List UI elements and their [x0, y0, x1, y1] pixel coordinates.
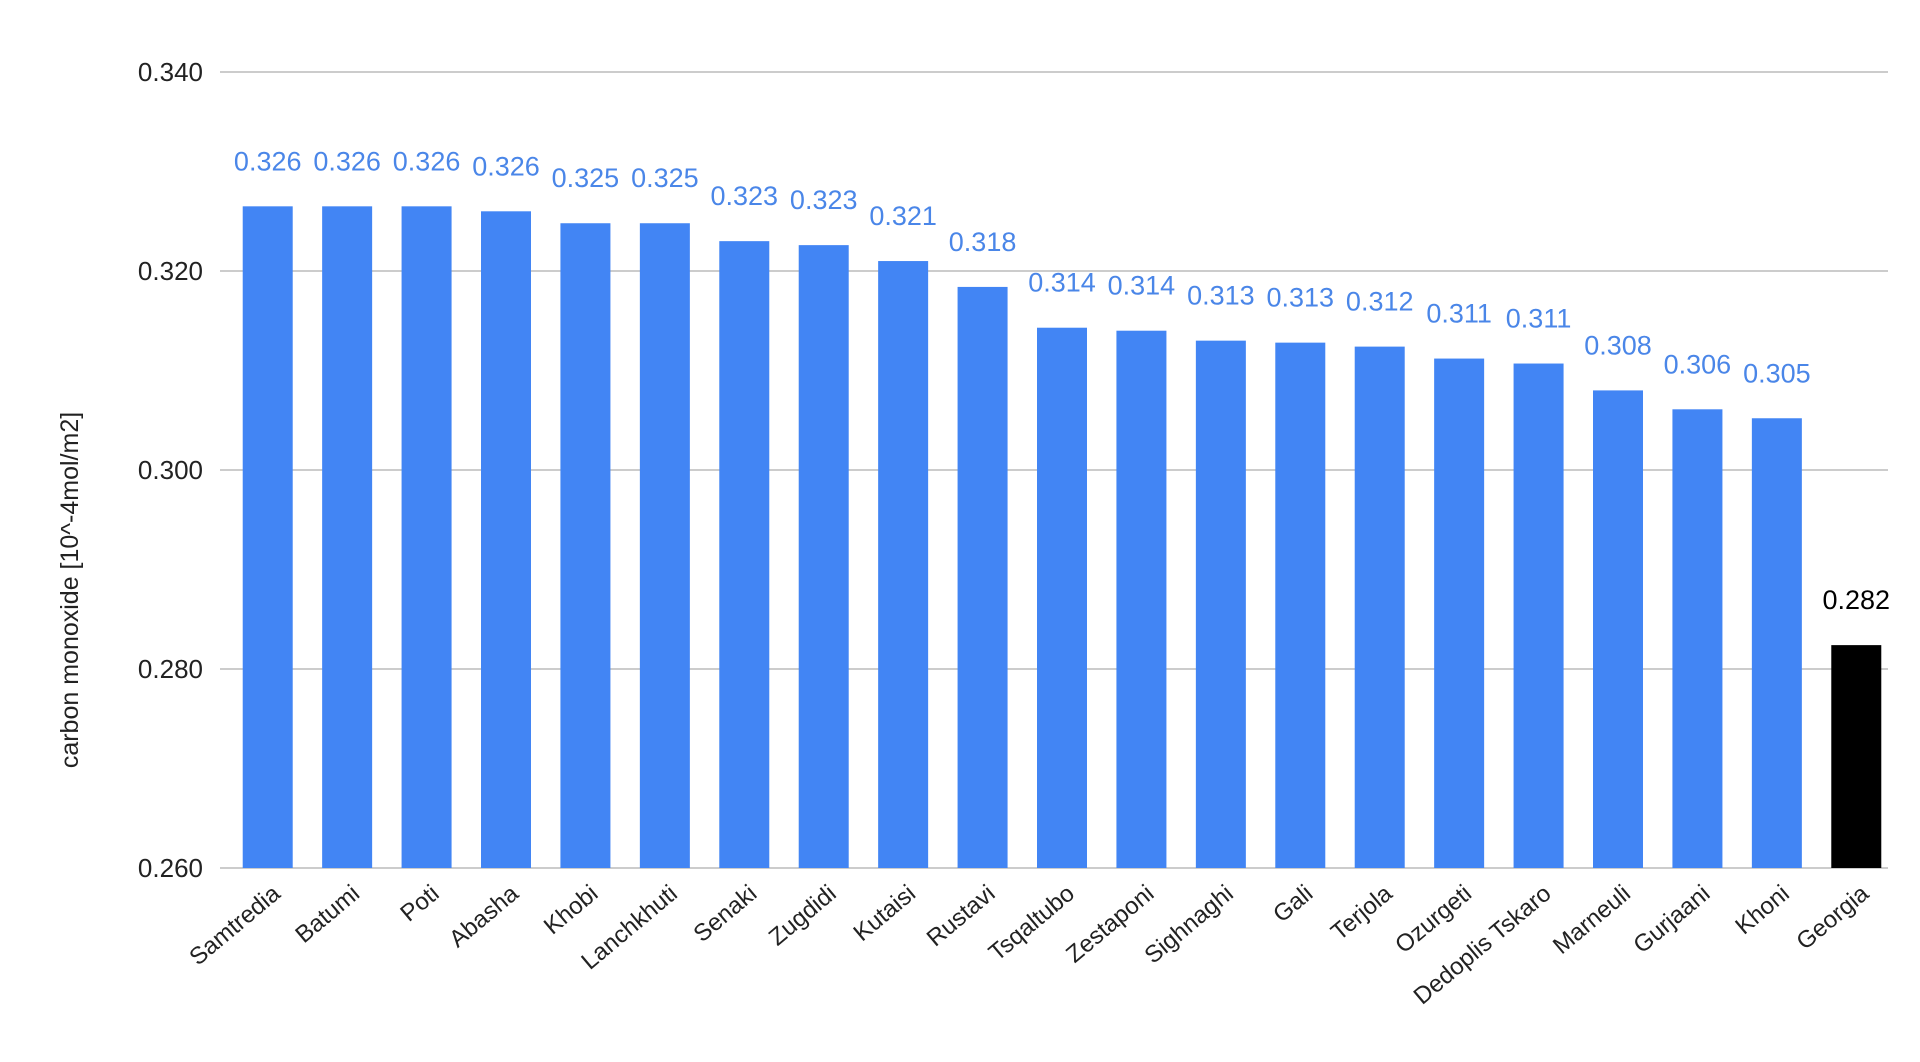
x-tick-label: Zugdidi	[764, 880, 842, 951]
x-tick-label: Georgia	[1791, 879, 1874, 955]
bar	[1275, 342, 1326, 868]
y-tick-label: 0.320	[138, 256, 203, 286]
data-label: 0.314	[1028, 268, 1096, 298]
x-axis-ticks: Samtredia Batumi Poti Abasha KhobiLanchkhuti…	[184, 879, 1874, 1010]
data-label: 0.313	[1187, 281, 1255, 311]
bar	[1831, 645, 1882, 868]
data-label: 0.326	[234, 146, 302, 176]
bar	[481, 211, 531, 869]
y-tick-label: 0.340	[138, 57, 203, 87]
x-tick-label: Senaki	[689, 880, 763, 948]
data-label: 0.326	[393, 146, 461, 176]
data-label: 0.314	[1108, 271, 1176, 301]
data-label: 0.325	[631, 163, 699, 193]
bar	[1751, 418, 1802, 868]
bar	[639, 223, 690, 869]
y-axis-title: carbon monoxide [10^-4mol/m2]	[56, 412, 84, 768]
bar	[957, 286, 1008, 868]
data-label: 0.318	[949, 227, 1017, 257]
data-label: 0.312	[1346, 287, 1414, 317]
bar	[878, 261, 929, 868]
data-label: 0.323	[790, 185, 858, 215]
data-label: 0.282	[1822, 585, 1890, 615]
y-tick-label: 0.280	[138, 654, 203, 684]
y-axis-ticks: 0.260 0.280 0.300 0.320 0.340	[138, 57, 203, 883]
data-label: 0.306	[1664, 349, 1732, 379]
data-label: 0.326	[313, 146, 381, 176]
bar	[322, 206, 373, 868]
x-tick-label: Poti	[395, 880, 444, 927]
data-label: 0.326	[472, 151, 540, 181]
bar	[242, 206, 293, 868]
data-label: 0.311	[1506, 304, 1572, 334]
bar	[1593, 390, 1643, 868]
x-tick-label: Gali	[1268, 880, 1318, 928]
x-tick-label: Sighnaghi	[1140, 880, 1239, 969]
bar	[1116, 330, 1167, 868]
data-label: 0.321	[869, 201, 937, 231]
data-label: 0.305	[1743, 358, 1811, 388]
x-tick-label: Dedoplis Tskaro	[1409, 880, 1557, 1010]
data-label: 0.313	[1266, 283, 1334, 313]
data-labels: 0.326 0.326 0.326 0.326 0.325 0.325 0.323 0.323…	[234, 146, 1890, 615]
x-tick-label: Kutaisi	[848, 880, 921, 947]
x-tick-label: Khoni	[1730, 880, 1794, 940]
bar	[1354, 346, 1405, 868]
x-tick-label: Batumi	[290, 880, 365, 949]
bar	[1513, 363, 1564, 868]
bar	[1672, 409, 1723, 868]
bar	[560, 223, 611, 869]
bar	[1037, 327, 1087, 869]
x-tick-label: Samtredia	[184, 879, 286, 970]
x-tick-label: Khobi	[539, 880, 603, 940]
bar	[798, 245, 849, 868]
x-tick-label: Marneuli	[1548, 880, 1636, 960]
y-tick-label: 0.300	[138, 455, 203, 485]
x-tick-label: Terjola	[1326, 879, 1398, 946]
x-tick-label: Abasha	[444, 879, 524, 952]
bars	[242, 206, 1882, 869]
bar	[1434, 358, 1485, 868]
bar	[1195, 340, 1246, 868]
data-label: 0.325	[552, 163, 620, 193]
data-label: 0.323	[710, 181, 778, 211]
y-tick-label: 0.260	[138, 853, 203, 883]
data-label: 0.308	[1584, 330, 1652, 360]
bar	[401, 206, 452, 868]
x-tick-label: Gurjaani	[1628, 880, 1715, 959]
bar	[719, 241, 770, 868]
data-label: 0.311	[1426, 299, 1492, 329]
